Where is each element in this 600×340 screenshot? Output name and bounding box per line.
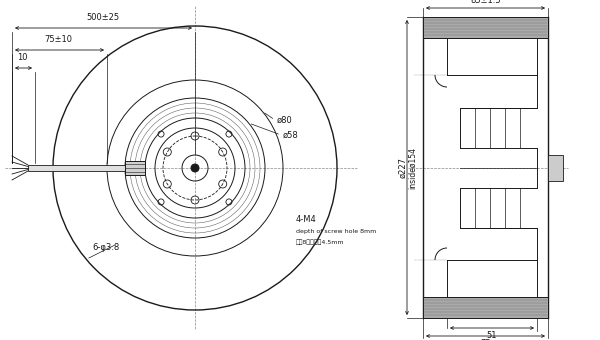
Bar (423, 17, 548, 38)
Text: ø227: ø227 (398, 157, 407, 178)
Text: 6-φ3.8: 6-φ3.8 (92, 243, 119, 253)
Text: 500±25: 500±25 (86, 13, 119, 22)
Bar (125, 161, 145, 175)
Text: 51: 51 (487, 331, 497, 340)
Text: insideø154: insideø154 (407, 147, 416, 189)
Circle shape (191, 164, 199, 172)
Text: ø58: ø58 (283, 131, 299, 139)
Text: 深度8，最大加4.5mm: 深度8，最大加4.5mm (296, 239, 344, 245)
Text: 75±10: 75±10 (44, 35, 73, 44)
Bar (548, 155, 563, 181)
Text: 85±1.5: 85±1.5 (470, 0, 501, 5)
Text: depth of screw hole 8mm: depth of screw hole 8mm (296, 230, 376, 235)
Text: 10: 10 (17, 53, 28, 62)
Text: 75: 75 (480, 339, 491, 340)
Text: 4-M4: 4-M4 (296, 216, 317, 224)
Bar (28, 165, 125, 171)
Text: ø80: ø80 (277, 116, 293, 124)
Bar (423, 297, 548, 318)
